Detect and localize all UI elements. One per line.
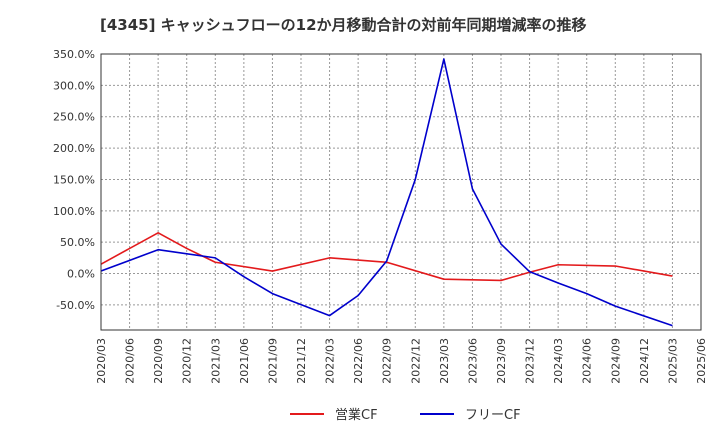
x-tick-label: 2022/06 bbox=[352, 338, 365, 384]
x-tick-label: 2021/09 bbox=[266, 338, 279, 384]
legend-label: フリーCF bbox=[465, 408, 521, 423]
y-tick-label: 350.0% bbox=[53, 48, 95, 61]
grid-lines bbox=[100, 53, 702, 330]
x-tick-label: 2021/12 bbox=[295, 338, 308, 384]
y-tick-labels: 350.0% 300.0% 250.0% 200.0% 150.0% 100.0% 50.0… bbox=[53, 48, 95, 312]
legend: 営業CF フリーCF bbox=[290, 407, 521, 423]
legend-label: 営業CF bbox=[335, 407, 378, 423]
x-tick-label: 2020/12 bbox=[181, 338, 194, 384]
y-tick-label: 100.0% bbox=[53, 205, 95, 218]
x-tick-label: 2020/03 bbox=[95, 338, 108, 384]
y-tick-label: 250.0% bbox=[53, 111, 95, 124]
x-tick-label: 2022/12 bbox=[409, 338, 422, 384]
x-tick-label: 2023/03 bbox=[438, 338, 451, 384]
x-tick-label: 2022/09 bbox=[381, 338, 394, 384]
x-tick-label: 2023/09 bbox=[495, 338, 508, 384]
plot-frame bbox=[100, 53, 702, 331]
y-tick-label: 150.0% bbox=[53, 173, 95, 186]
x-tick-label: 2020/09 bbox=[152, 338, 165, 384]
y-tick-label: 300.0% bbox=[53, 79, 95, 92]
x-tick-label: 2020/06 bbox=[124, 338, 137, 384]
x-tick-label: 2021/03 bbox=[209, 338, 222, 384]
series-lines bbox=[100, 58, 673, 327]
x-tick-label: 2024/06 bbox=[581, 338, 594, 384]
y-tick-label: 200.0% bbox=[53, 142, 95, 155]
x-tick-label: 2023/06 bbox=[466, 338, 479, 384]
y-tick-label: -50.0% bbox=[56, 299, 95, 312]
x-tick-label: 2021/06 bbox=[238, 338, 251, 384]
y-tick-label: 0.0% bbox=[67, 268, 95, 281]
x-tick-label: 2024/03 bbox=[552, 338, 565, 384]
y-tick-label: 50.0% bbox=[60, 236, 95, 249]
x-tick-label: 2024/12 bbox=[638, 338, 651, 384]
series-line-free-cf bbox=[100, 58, 673, 327]
x-tick-label: 2023/12 bbox=[524, 338, 537, 384]
x-tick-label: 2024/09 bbox=[609, 338, 622, 384]
x-tick-label: 2025/06 bbox=[695, 338, 708, 384]
x-tick-label: 2025/03 bbox=[666, 338, 679, 384]
chart-title: [4345] キャッシュフローの12か月移動合計の対前年同期増減率の推移 bbox=[100, 16, 587, 34]
x-tick-labels: 2020/03 2020/06 2020/09 2020/12 2021/03 2021/… bbox=[95, 338, 708, 384]
x-tick-label: 2022/03 bbox=[324, 338, 337, 384]
